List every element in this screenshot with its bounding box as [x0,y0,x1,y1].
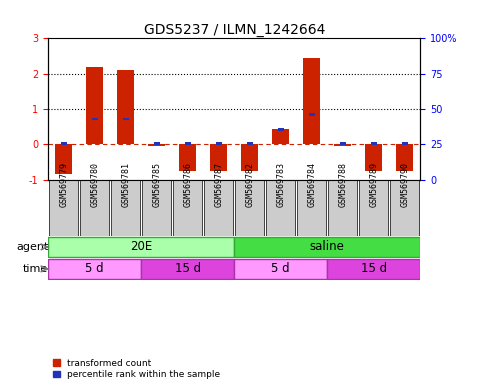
Text: GSM569779: GSM569779 [59,162,68,207]
Bar [148,144,165,146]
Text: GSM569790: GSM569790 [400,162,409,207]
Bar [210,144,227,171]
Bar [92,118,98,121]
FancyBboxPatch shape [173,180,202,236]
Bar [371,142,377,145]
Bar [334,144,351,146]
FancyBboxPatch shape [48,260,141,279]
Bar [86,67,103,144]
Bar [365,144,382,171]
Bar [247,142,253,145]
Bar [61,142,67,145]
Bar [185,142,191,145]
Bar [117,70,134,144]
Text: 20E: 20E [130,240,153,253]
Bar [278,128,284,131]
Text: saline: saline [310,240,345,253]
FancyBboxPatch shape [141,260,234,279]
FancyBboxPatch shape [327,260,420,279]
Text: GSM569789: GSM569789 [369,162,378,207]
Text: GSM569783: GSM569783 [276,162,285,207]
Text: GSM569781: GSM569781 [121,162,130,207]
FancyBboxPatch shape [235,180,264,236]
FancyBboxPatch shape [390,180,419,236]
Bar [272,129,289,144]
Bar [179,144,196,171]
Bar [123,118,128,121]
Legend: transformed count, percentile rank within the sample: transformed count, percentile rank withi… [53,359,220,379]
FancyBboxPatch shape [142,180,171,236]
Text: agent: agent [16,242,48,252]
FancyBboxPatch shape [111,180,141,236]
FancyBboxPatch shape [80,180,109,236]
Title: GDS5237 / ILMN_1242664: GDS5237 / ILMN_1242664 [143,23,325,37]
Text: GSM569788: GSM569788 [338,162,347,207]
FancyBboxPatch shape [204,180,233,236]
FancyBboxPatch shape [328,180,357,236]
FancyBboxPatch shape [49,180,78,236]
Bar [309,113,314,116]
Text: GSM569787: GSM569787 [214,162,223,207]
Bar [396,144,413,171]
Bar [55,144,72,174]
Bar [216,142,222,145]
Bar [303,58,320,144]
FancyBboxPatch shape [48,237,234,257]
Text: GSM569785: GSM569785 [152,162,161,207]
FancyBboxPatch shape [297,180,327,236]
Text: GSM569780: GSM569780 [90,162,99,207]
FancyBboxPatch shape [234,237,420,257]
Text: GSM569782: GSM569782 [245,162,254,207]
Bar [402,142,408,145]
Text: GSM569784: GSM569784 [307,162,316,207]
FancyBboxPatch shape [234,260,327,279]
Text: 15 d: 15 d [361,262,387,275]
Text: 15 d: 15 d [175,262,201,275]
Bar [241,144,258,171]
Text: GSM569786: GSM569786 [183,162,192,207]
FancyBboxPatch shape [359,180,388,236]
Text: 5 d: 5 d [85,262,104,275]
Text: time: time [23,264,48,274]
Bar [340,142,345,145]
Bar [154,142,159,145]
Text: 5 d: 5 d [271,262,290,275]
FancyBboxPatch shape [266,180,295,236]
